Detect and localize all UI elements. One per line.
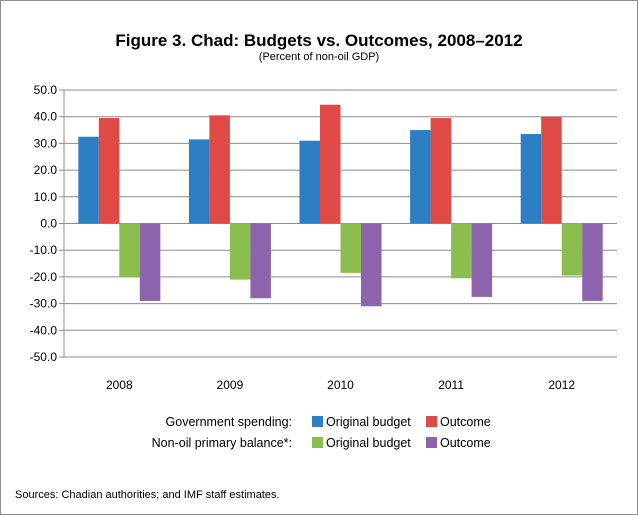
x-tick-label: 2012 xyxy=(548,378,575,392)
y-tick-label: 20.0 xyxy=(34,163,58,177)
bar xyxy=(188,139,210,224)
legend-swatch xyxy=(426,416,437,427)
y-tick-label: -30.0 xyxy=(30,297,58,311)
bar xyxy=(520,134,542,224)
bar xyxy=(229,223,251,280)
bar xyxy=(410,130,431,224)
bar xyxy=(541,116,562,224)
legend-swatch xyxy=(312,437,323,448)
bar xyxy=(561,223,583,276)
legend-swatch xyxy=(426,437,437,448)
chart-title: Figure 3. Chad: Budgets vs. Outcomes, 20… xyxy=(115,31,522,50)
y-tick-label: -40.0 xyxy=(30,323,58,337)
legend-group-label: Non-oil primary balance*: xyxy=(152,436,292,450)
source-note: Sources: Chadian authorities; and IMF st… xyxy=(15,489,280,501)
x-tick-label: 2009 xyxy=(217,378,244,392)
bar xyxy=(320,104,341,224)
bar xyxy=(340,223,361,273)
x-tick-label: 2011 xyxy=(438,378,464,392)
legend-swatch xyxy=(312,416,323,427)
y-tick-label: 0.0 xyxy=(40,217,57,231)
legend-group-label: Government spending: xyxy=(166,415,292,429)
bar xyxy=(430,118,452,224)
bar xyxy=(471,223,493,297)
y-tick-label: 10.0 xyxy=(34,190,58,204)
y-tick-label: 40.0 xyxy=(34,110,58,124)
bar xyxy=(582,223,603,301)
x-tick-label: 2010 xyxy=(327,378,354,392)
y-tick-label: -10.0 xyxy=(30,243,58,257)
chart-subtitle: (Percent of non-oil GDP) xyxy=(259,51,379,63)
bar xyxy=(361,223,382,307)
bar xyxy=(119,223,140,277)
bar xyxy=(78,136,99,224)
bar xyxy=(250,223,271,299)
y-tick-label: -50.0 xyxy=(30,350,58,364)
y-tick-label: -20.0 xyxy=(30,270,58,284)
legend-item-label: Outcome xyxy=(440,415,491,429)
bar xyxy=(299,140,320,224)
y-tick-label: 30.0 xyxy=(34,136,58,150)
legend-item-label: Original budget xyxy=(326,415,411,429)
bars xyxy=(78,104,603,307)
bar xyxy=(139,223,161,301)
axes: 50.0 40.0 30.0 20.0 10.0 0.0 -10.0 -20.0 -30.0 -4… xyxy=(30,83,576,392)
bar xyxy=(98,118,120,224)
legend-item-label: Original budget xyxy=(326,436,411,450)
bar xyxy=(209,115,230,224)
y-tick-label: 50.0 xyxy=(34,83,58,97)
legend: Government spending: Original budget Outco… xyxy=(152,415,491,450)
bar xyxy=(451,223,472,279)
legend-item-label: Outcome xyxy=(440,436,491,450)
x-tick-label: 2008 xyxy=(106,378,133,392)
